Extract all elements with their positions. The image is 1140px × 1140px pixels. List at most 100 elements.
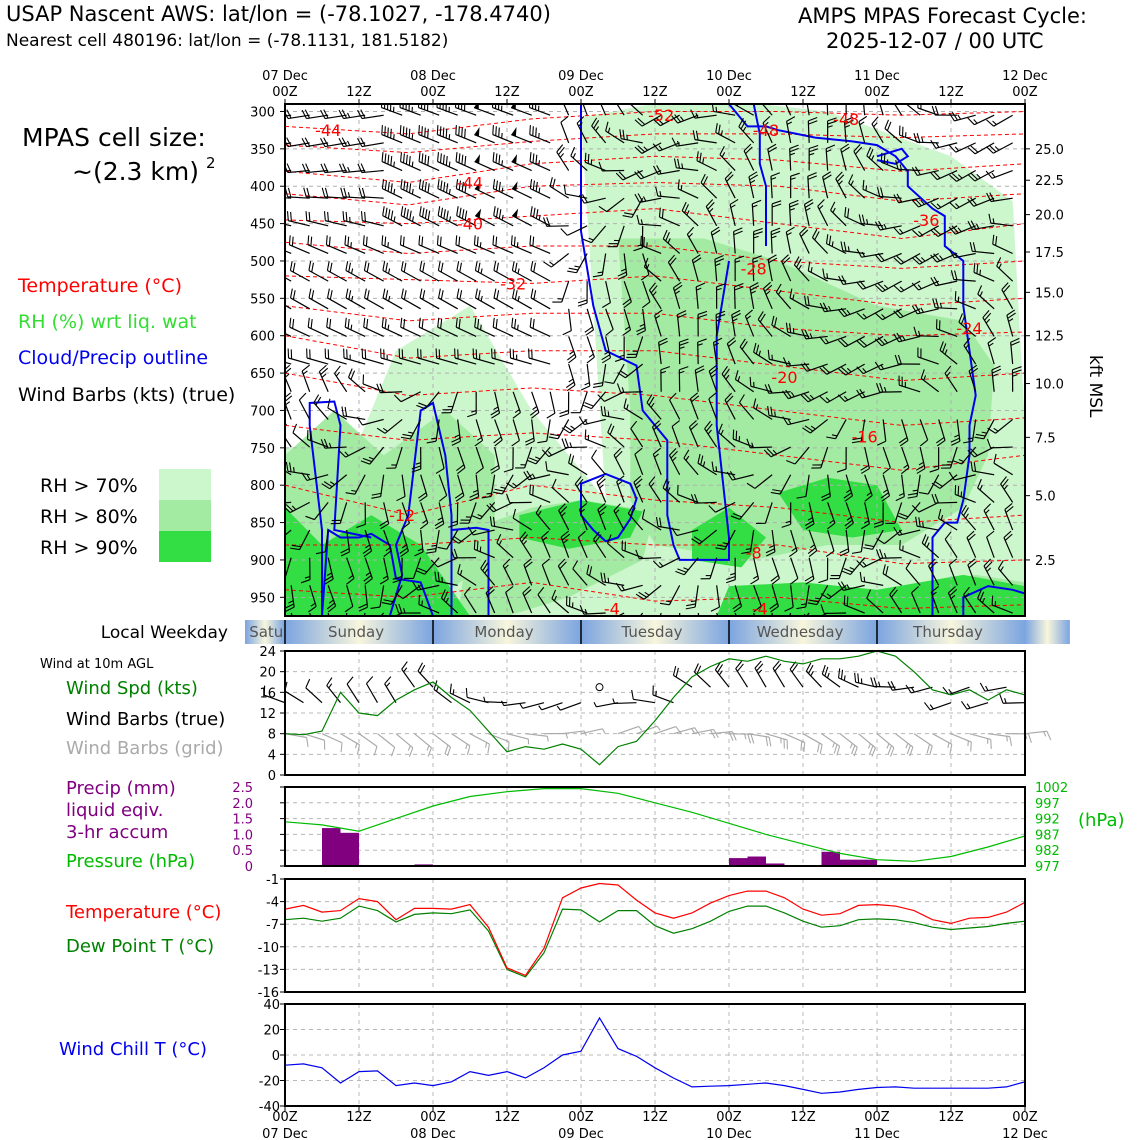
surface-wind-barb	[930, 702, 952, 711]
wind-barb-tick	[594, 534, 602, 543]
precip-tick-label: 0	[245, 860, 253, 875]
wind-barb-tick	[315, 396, 322, 406]
wind-barb-tick	[605, 329, 614, 336]
wind-barb	[657, 169, 680, 175]
wind-barb-tick	[440, 180, 443, 191]
wind-barb	[463, 594, 477, 614]
wind-barb	[437, 161, 458, 172]
wind-barb-half	[940, 514, 944, 521]
wind-barb-tick	[648, 396, 655, 406]
grid-wind-barb-tick	[306, 737, 309, 747]
wind-barb-tick	[986, 530, 995, 538]
wind-barb-flag	[474, 104, 479, 110]
wind-barb	[402, 584, 422, 600]
wind-barb-half	[750, 179, 756, 184]
wind-barb-tick	[820, 593, 830, 600]
wind-barb	[419, 215, 440, 227]
wind-barb-tick	[977, 589, 982, 599]
wind-barb-tick	[718, 423, 723, 433]
wind-barb-tick	[376, 427, 386, 434]
cross-section-panel: -44-44-40-32-52-48-48-36-28-24-20-16-12-…	[250, 69, 1105, 619]
surface-wind-barb	[821, 673, 841, 688]
wind-barb-half	[685, 455, 690, 461]
wind-barb-half	[808, 152, 815, 156]
wind-barb	[530, 188, 551, 199]
wind-barb	[492, 326, 514, 337]
temperature-contour-label: -4	[604, 600, 620, 619]
calm-marker	[595, 683, 604, 692]
wind-barb-tick	[461, 181, 464, 192]
wind-barb	[401, 474, 406, 497]
grid-wind-barb-tick	[747, 734, 752, 744]
wind-barb	[835, 178, 847, 199]
grid-wind-barb-half	[832, 742, 835, 748]
wind-barb-half	[486, 492, 492, 495]
wind-barb-tick	[570, 455, 575, 465]
wind-barb	[805, 585, 810, 608]
wind-barb	[549, 185, 569, 199]
wind-barb-tick	[948, 112, 955, 122]
wind-barb-tick	[728, 340, 737, 347]
surface-wind-barb-half	[718, 670, 723, 676]
wind-barb	[918, 197, 939, 208]
wind-barb-half	[881, 314, 886, 319]
wind-barb	[394, 612, 403, 616]
wind-barb-tick	[556, 144, 564, 153]
wind-barb-tick	[748, 171, 758, 178]
surface-wind-barb-tick	[696, 665, 702, 675]
wind-barb	[346, 585, 354, 607]
wind-barb-tick	[603, 572, 607, 583]
wind-barb-half	[680, 185, 683, 191]
wind-barb	[616, 104, 625, 116]
wind-barb	[400, 215, 421, 227]
wind-barb	[308, 269, 329, 282]
wind-barb-tick	[345, 211, 348, 222]
precip-tick-label: 1.0	[232, 828, 253, 843]
wind-barb-half	[584, 382, 590, 386]
wind-barb-half	[846, 367, 852, 373]
grid-wind-barb	[303, 733, 325, 741]
wind-barb	[805, 304, 828, 310]
wind-barb-tick	[291, 236, 294, 247]
wind-barb	[991, 169, 1013, 179]
wind-barb-tick	[856, 248, 862, 258]
wind-barb-tick	[844, 495, 853, 502]
wind-barb-half	[933, 465, 939, 468]
grid-wind-barb-tick	[1009, 736, 1013, 747]
wind-barb-tick	[387, 154, 390, 165]
wind-barb-tick	[440, 589, 446, 599]
wind-barb	[285, 223, 292, 227]
wind-barb-tick	[844, 519, 853, 527]
wind-barb-tick	[390, 155, 393, 166]
temperature-contour-label: -20	[771, 368, 797, 387]
wind-barb	[677, 493, 699, 503]
wind-barb	[287, 470, 310, 476]
wind-barb-half	[936, 203, 942, 208]
temperature-tick-label: -4	[266, 896, 279, 911]
wind-barb	[827, 529, 835, 552]
wind-barb-half	[862, 561, 867, 567]
wind-barb	[825, 335, 847, 345]
wind-barb	[591, 125, 607, 144]
wind-barb	[729, 204, 736, 226]
wind-barb	[803, 204, 810, 226]
wind-barb-tick	[804, 202, 814, 208]
wind-barb-tick	[303, 187, 307, 198]
surface-wind-barb-tick	[716, 664, 724, 673]
wind-barb-tick	[400, 179, 403, 189]
wind-barb-tick	[306, 187, 310, 198]
grid-wind-barb	[895, 733, 914, 748]
wind-barb	[512, 391, 521, 413]
wind-barb-tick	[982, 310, 990, 318]
wind-barb	[600, 104, 607, 116]
surface-wind-barb	[789, 668, 804, 688]
grid-wind-barb	[395, 733, 414, 749]
wind-barb-half	[988, 342, 994, 347]
wind-barb-half	[786, 121, 793, 125]
surface-wind-barb-tick	[693, 663, 699, 673]
wind-barb-tick	[624, 212, 634, 216]
wind-barb	[781, 260, 792, 282]
wind-barb-tick	[494, 439, 503, 447]
surface-wind-barb-tick	[735, 660, 743, 669]
wind-barb-tick	[839, 548, 849, 554]
